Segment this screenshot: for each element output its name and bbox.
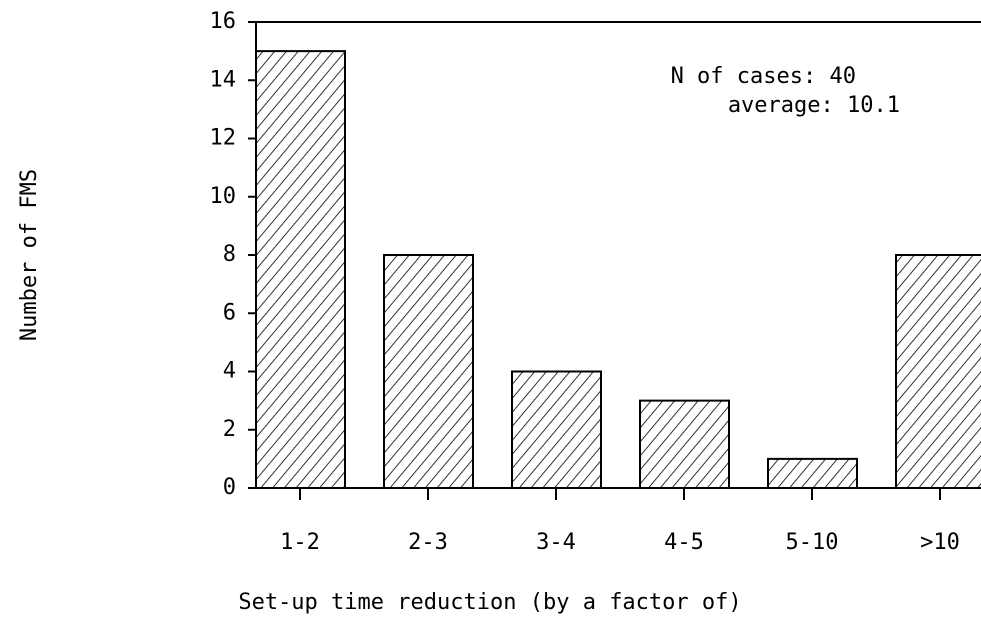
- y-tick-label: 0: [223, 475, 236, 500]
- x-tick-label: 3-4: [536, 530, 576, 555]
- y-tick-label: 8: [223, 242, 236, 267]
- bar: [895, 254, 981, 489]
- x-tick-label: 1-2: [280, 530, 320, 555]
- y-tick-label: 16: [210, 9, 237, 34]
- y-tick-label: 10: [210, 184, 237, 209]
- bar: [511, 370, 602, 489]
- x-tick-label: >10: [920, 530, 960, 555]
- bar: [639, 399, 730, 489]
- y-tick-label: 2: [223, 417, 236, 442]
- y-tick-label: 12: [210, 126, 237, 151]
- annotation: average: 10.1: [728, 93, 900, 118]
- y-axis-label: Number of FMS: [17, 169, 42, 341]
- bar: [767, 457, 858, 489]
- x-tick-label: 5-10: [786, 530, 839, 555]
- y-tick-label: 14: [210, 67, 237, 92]
- annotation: N of cases: 40: [671, 64, 856, 89]
- y-tick-label: 4: [223, 359, 236, 384]
- bar: [383, 254, 474, 489]
- x-tick-label: 4-5: [664, 530, 704, 555]
- bar: [255, 50, 346, 489]
- x-axis-label: Set-up time reduction (by a factor of): [238, 590, 741, 615]
- y-tick-label: 6: [223, 300, 236, 325]
- x-tick-label: 2-3: [408, 530, 448, 555]
